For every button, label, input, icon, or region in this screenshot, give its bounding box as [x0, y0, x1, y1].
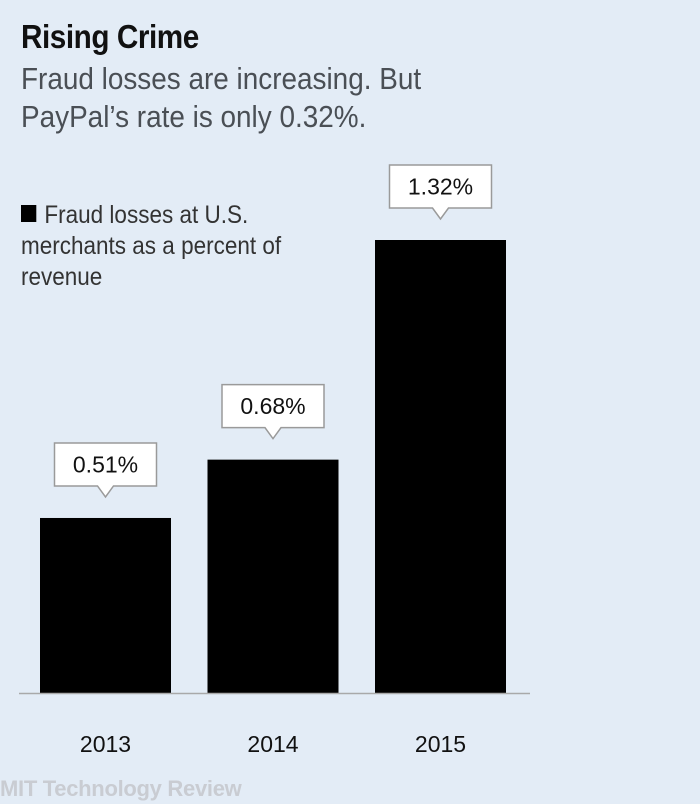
- callout-box-2015: [388, 164, 493, 221]
- data-label-2015: 1.32%: [408, 174, 473, 200]
- legend: Fraud losses at U.S. merchants as a perc…: [21, 200, 309, 293]
- chart-subtitle: Fraud losses are increasing. But PayPal’…: [21, 61, 422, 134]
- bar-2015: [375, 240, 506, 693]
- chart-title: Rising Crime: [21, 18, 199, 55]
- source-credit: MIT Technology Review: [0, 776, 242, 801]
- callout-box-2014: [221, 383, 325, 440]
- data-label-2014: 0.68%: [240, 393, 305, 419]
- x-tick-label-2013: 2013: [80, 731, 131, 757]
- bar-2013: [40, 517, 171, 693]
- bar-2014: [207, 459, 339, 693]
- legend-label: Fraud losses at U.S. merchants as a perc…: [21, 201, 282, 291]
- legend-swatch: [21, 205, 37, 222]
- x-tick-label-2014: 2014: [247, 731, 298, 757]
- data-label-2013: 0.51%: [73, 451, 138, 477]
- x-tick-label-2015: 2015: [415, 731, 466, 757]
- callout-box-2013: [53, 442, 158, 499]
